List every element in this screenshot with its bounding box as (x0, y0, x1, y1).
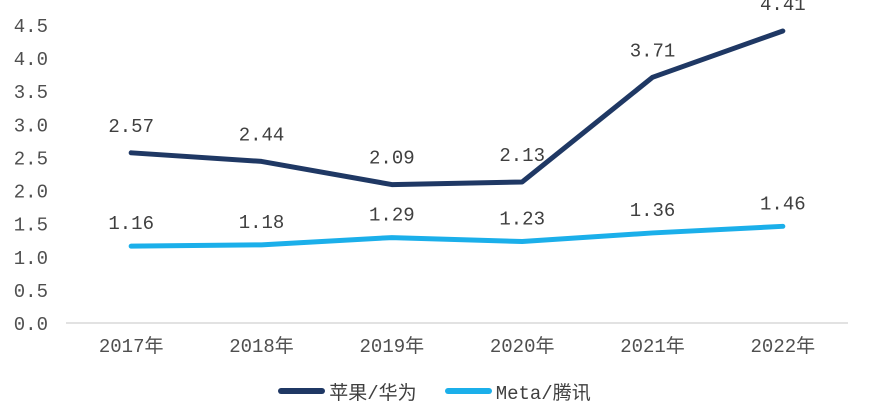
data-point-label: 4.41 (760, 0, 806, 16)
legend-label: Meta/腾讯 (495, 382, 591, 405)
x-tick-label: 2020年 (490, 335, 555, 358)
data-point-label: 3.71 (630, 40, 676, 62)
series-line-1 (128, 223, 786, 249)
x-tick-label: 2022年 (751, 335, 816, 358)
y-tick-label: 2.0 (14, 182, 48, 204)
y-tick-label: 1.5 (14, 215, 48, 237)
x-tick-label: 2017年 (99, 335, 164, 358)
data-point-label: 2.44 (239, 124, 285, 146)
data-point-label: 1.46 (760, 193, 806, 215)
chart-legend: 苹果/华为 Meta/腾讯 (0, 374, 869, 408)
y-tick-label: 3.0 (14, 115, 48, 137)
y-tick-label: 3.5 (14, 82, 48, 104)
y-tick-label: 4.0 (14, 49, 48, 71)
legend-item-0: 苹果/华为 (278, 378, 417, 405)
y-tick-label: 0.0 (14, 314, 48, 336)
legend-swatch (278, 388, 326, 394)
y-tick-label: 4.5 (14, 16, 48, 38)
data-point-label: 1.16 (108, 213, 154, 235)
legend-item-1: Meta/腾讯 (444, 378, 591, 405)
x-tick-label: 2018年 (229, 335, 294, 358)
series-line-0 (128, 28, 786, 188)
legend-swatch (444, 388, 492, 394)
legend-label: 苹果/华为 (329, 382, 417, 405)
x-tick-label: 2019年 (360, 335, 425, 358)
data-point-label: 1.23 (499, 209, 545, 231)
x-tick-label: 2021年 (620, 335, 685, 358)
y-tick-label: 1.0 (14, 248, 48, 270)
data-point-label: 2.09 (369, 148, 415, 170)
data-point-label: 2.57 (108, 116, 154, 138)
data-point-label: 1.36 (630, 200, 676, 222)
y-tick-label: 2.5 (14, 148, 48, 170)
data-point-label: 1.18 (239, 212, 285, 234)
data-point-label: 1.29 (369, 205, 415, 227)
data-point-label: 2.13 (499, 145, 545, 167)
y-tick-label: 0.5 (14, 281, 48, 303)
